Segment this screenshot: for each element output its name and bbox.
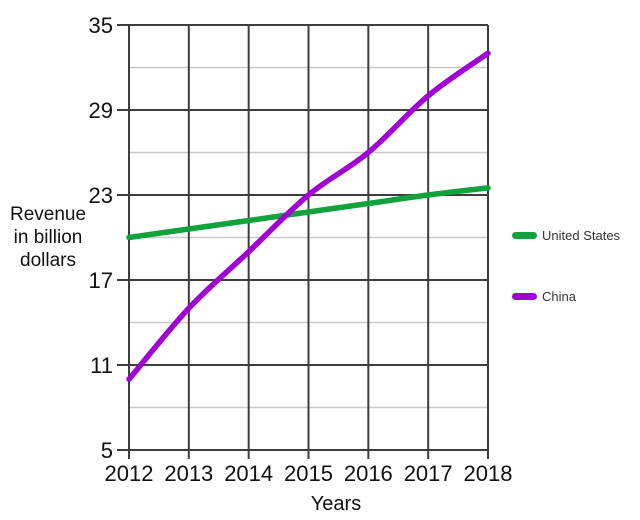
x-tick-label: 2016 <box>344 461 393 486</box>
x-tick-label: 2018 <box>464 461 513 486</box>
y-tick-labels: 5 11 17 23 29 35 <box>89 13 113 463</box>
y-axis-title-line: in billion <box>13 227 83 248</box>
y-tick-label: 23 <box>89 183 113 208</box>
series-line-china <box>126 50 491 382</box>
y-tick-label: 17 <box>89 268 113 293</box>
x-tick-labels: 2012 2013 2014 2015 2016 2017 2018 <box>105 461 513 486</box>
x-axis-title: Years <box>310 493 362 515</box>
legend-item-united-states: United States <box>512 228 620 243</box>
series-line-united-states <box>126 185 491 241</box>
legend-item-china: China <box>512 289 576 304</box>
axis-ticks <box>117 24 489 459</box>
y-axis-title-line: Revenue <box>9 204 87 225</box>
x-tick-label: 2012 <box>105 461 154 486</box>
y-tick-label: 35 <box>89 13 113 38</box>
x-tick-label: 2013 <box>164 461 213 486</box>
y-tick-label: 29 <box>89 98 113 123</box>
x-tick-label: 2017 <box>404 461 453 486</box>
x-tick-label: 2015 <box>284 461 333 486</box>
y-axis-title-line: dollars <box>20 250 76 271</box>
legend-swatch-united-states <box>512 232 537 239</box>
legend-swatch-china <box>512 293 537 300</box>
x-tick-label: 2014 <box>224 461 273 486</box>
y-axis-title: Revenue in billion dollars <box>0 203 96 272</box>
legend-label-united-states: United States <box>542 228 621 243</box>
y-tick-label: 11 <box>90 353 113 378</box>
legend-label-china: China <box>542 289 576 304</box>
y-tick-label: 5 <box>101 438 113 463</box>
